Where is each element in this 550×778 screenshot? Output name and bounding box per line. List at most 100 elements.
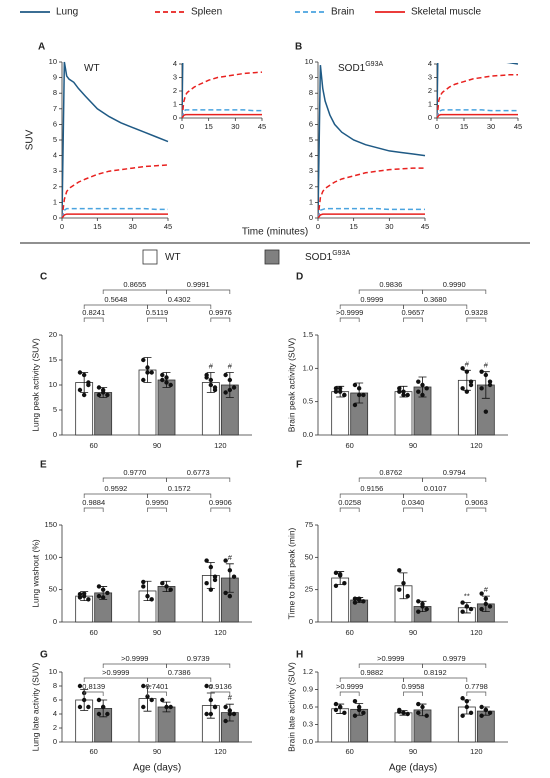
data-point (227, 377, 233, 383)
bracket (147, 691, 167, 696)
data-point (149, 370, 154, 375)
data-point (208, 382, 214, 388)
y-tick-label: 0.9 (303, 684, 313, 693)
data-point (333, 386, 339, 391)
data-point (96, 711, 102, 717)
y-tick-label: 6 (309, 119, 313, 128)
y-axis-label: SUV (25, 129, 36, 150)
legend-label-superscript: G93A (332, 250, 350, 257)
data-point (468, 382, 474, 388)
panel-label: C (40, 272, 47, 283)
data-point (424, 606, 429, 612)
y-tick-label: 0 (53, 430, 57, 439)
data-point (96, 584, 102, 589)
bar (394, 391, 413, 436)
data-point (77, 704, 83, 710)
panel-label: H (296, 650, 303, 661)
data-point (160, 697, 165, 703)
y-axis-label: Time to brain peak (min) (286, 527, 296, 619)
bracket (147, 493, 212, 498)
data-point (352, 382, 358, 388)
data-point (81, 591, 87, 596)
x-tick-label: 0 (180, 122, 184, 131)
data-point (208, 587, 214, 592)
y-tick-label: 0 (428, 113, 432, 122)
data-point (460, 713, 465, 718)
x-tick-label: 90 (409, 628, 417, 637)
bracket-label: 0.9976 (209, 308, 232, 317)
bracket (166, 289, 231, 294)
data-point (483, 372, 489, 378)
data-point (100, 704, 106, 710)
data-point (405, 392, 410, 398)
x-tick-label: 90 (409, 747, 417, 756)
data-point (141, 704, 146, 710)
bracket-label: 0.9999 (360, 295, 383, 304)
data-point (168, 704, 173, 710)
bracket-label: 0.8762 (379, 468, 402, 477)
bracket-label: 0.9156 (360, 484, 383, 493)
x-tick-label: 30 (385, 222, 393, 231)
series-line (62, 164, 169, 218)
bracket-label: 0.8139 (82, 682, 105, 691)
data-point (204, 711, 209, 717)
x-tick-label: 90 (153, 441, 161, 450)
data-point (420, 604, 425, 609)
y-tick-label: 2 (53, 182, 57, 191)
bracket (403, 317, 423, 322)
data-point (361, 710, 366, 716)
panel-label: E (40, 460, 47, 471)
data-point (352, 698, 358, 704)
bracket-label: 0.7386 (168, 668, 191, 677)
y-tick-label: 1 (53, 197, 57, 206)
y-tick-label: 1.5 (303, 330, 313, 339)
bracket-label: 0.9657 (402, 308, 425, 317)
x-axis-label: Age (days) (389, 763, 437, 774)
y-tick-label: 3 (309, 166, 313, 175)
data-point (397, 587, 402, 592)
y-tick-label: 100 (44, 552, 57, 561)
data-point (96, 385, 102, 390)
bracket-label: 0.9882 (360, 668, 383, 677)
x-tick-label: 45 (258, 122, 266, 131)
data-point (77, 595, 83, 600)
data-point (168, 587, 173, 592)
data-point (212, 577, 218, 583)
data-point (204, 683, 209, 689)
data-point (141, 584, 146, 589)
y-tick-label: 7 (309, 104, 313, 113)
y-tick-label: 75 (305, 520, 313, 529)
legend-swatch (264, 249, 280, 265)
x-tick-label: 60 (89, 441, 97, 450)
data-point (100, 587, 106, 592)
data-point (333, 707, 339, 713)
data-point (168, 382, 173, 388)
y-tick-label: 2 (428, 86, 432, 95)
bracket-label: 0.0107 (424, 484, 447, 493)
data-point (105, 392, 110, 398)
y-tick-label: 10 (49, 380, 57, 389)
x-tick-label: 45 (514, 122, 522, 131)
panel-label: F (296, 460, 302, 471)
bracket (102, 477, 167, 482)
significance-marker: # (228, 693, 233, 702)
bracket-label: 0.7401 (146, 682, 169, 691)
y-tick-label: 6 (53, 695, 57, 704)
data-point (468, 379, 474, 384)
bracket-label: 0.4302 (168, 295, 191, 304)
data-point (337, 389, 343, 394)
data-point (223, 718, 228, 724)
bracket (358, 289, 423, 294)
bracket (466, 507, 487, 512)
data-point (212, 385, 218, 390)
chart-title-text: SOD1 (338, 63, 366, 74)
y-tick-label: 2 (173, 86, 177, 95)
data-point (227, 711, 233, 717)
data-point (333, 701, 339, 707)
bracket (210, 317, 231, 322)
data-point (405, 711, 410, 717)
bracket (403, 304, 468, 309)
data-point (141, 683, 146, 689)
data-point (401, 581, 406, 586)
data-point (464, 698, 470, 704)
